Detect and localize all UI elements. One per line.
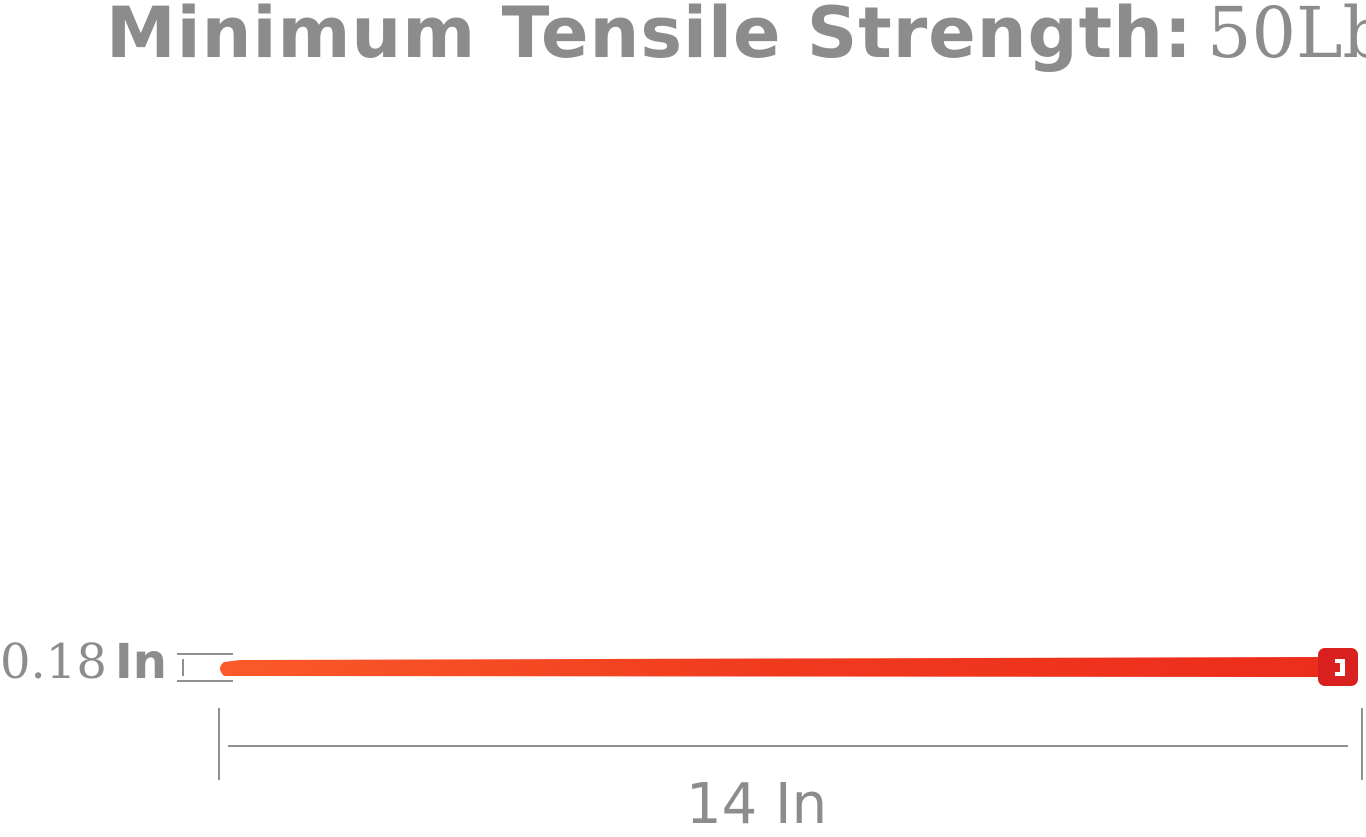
width-unit: In [114, 634, 167, 690]
cable-tie-strap [220, 657, 1325, 677]
length-extension-left [218, 708, 220, 780]
tensile-strength-title: Minimum Tensile Strength:50Lbs [106, 0, 1366, 74]
cable-tie-head-slot [1335, 659, 1345, 676]
width-bracket-tick [182, 659, 184, 676]
width-bracket-top [177, 653, 233, 655]
length-dimension-line [228, 745, 1348, 747]
length-dimension-label: 14 In [686, 772, 828, 837]
length-extension-right [1361, 708, 1363, 780]
cable-tie-head [1318, 648, 1358, 686]
title-label: Minimum Tensile Strength: [106, 0, 1193, 74]
width-dimension-label: 0.18 In [0, 634, 167, 690]
width-bracket-bottom [177, 680, 233, 682]
title-value: 50Lbs [1206, 0, 1366, 74]
width-value: 0.18 [0, 634, 107, 690]
